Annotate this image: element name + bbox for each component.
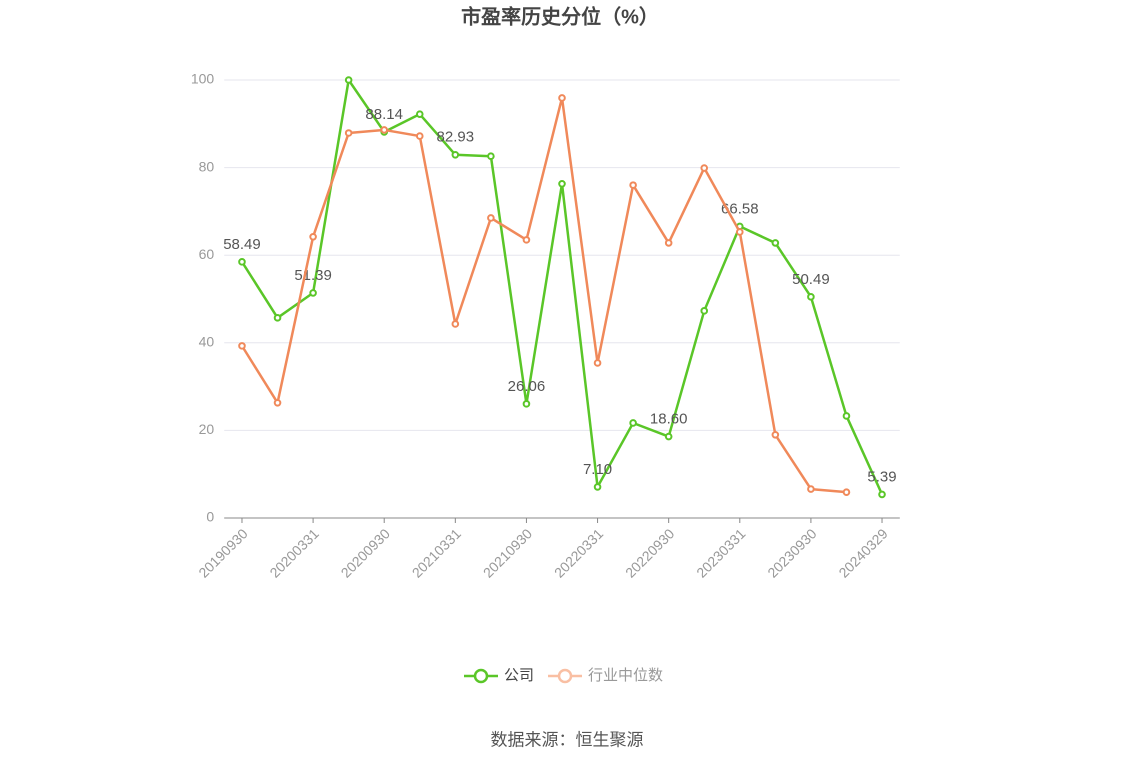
x-tick-label: 20230930 [764,525,820,581]
point [807,485,815,493]
data-label: 51.39 [294,267,332,284]
point [522,236,531,244]
point [273,399,282,407]
data-label: 7.10 [583,461,612,478]
point [878,490,886,499]
point [593,359,602,367]
x-tick-label: 20220331 [551,525,607,581]
data-label: 82.93 [437,129,475,146]
point [487,214,495,222]
data-label: 50.49 [792,271,830,288]
legend-label: 公司 [504,667,534,684]
point [558,180,566,188]
data-label: 5.39 [867,468,896,485]
data-label: 18.60 [650,411,688,428]
legend-marker [557,668,573,684]
x-tick-label: 20200331 [266,525,322,581]
point [309,289,317,297]
point [700,307,709,315]
chart-title: 市盈率历史分位（%） [461,4,659,28]
point [238,258,246,266]
point [664,239,673,247]
x-tick-label: 20210930 [480,525,536,581]
x-tick-label: 20190930 [195,525,251,581]
point [344,129,353,137]
point [842,412,851,420]
legend-marker [473,668,489,684]
series-line [240,78,884,495]
x-tick-label: 20240329 [835,525,891,581]
point [807,293,815,301]
point [558,94,566,102]
point [238,342,246,350]
series-line [240,96,847,494]
y-tick-label: 0 [206,509,214,525]
point [664,432,673,441]
point [415,132,424,140]
y-tick-label: 20 [199,421,215,437]
data-label: 26.06 [508,378,546,395]
point [451,320,460,328]
point [771,430,780,439]
point [344,76,353,84]
point [700,164,709,172]
source: 数据来源：恒生聚源 [491,730,644,749]
point [487,152,495,161]
x-tick-label: 20220930 [622,525,678,581]
point [593,483,602,491]
x-tick-label: 20230331 [693,525,749,581]
point [771,239,780,247]
y-tick-label: 80 [199,158,215,174]
data-label: 58.49 [223,236,261,253]
data-label: 88.14 [365,106,403,123]
point [842,488,851,496]
x-tick-label: 20210331 [409,525,465,581]
point [380,126,389,134]
point [451,150,460,159]
y-tick-label: 40 [199,334,215,350]
point [629,419,637,427]
legend-label: 行业中位数 [588,667,663,684]
y-tick-label: 100 [191,71,215,87]
point [522,400,531,408]
point [309,233,317,241]
point [415,110,424,118]
point [735,228,744,236]
y-tick-label: 60 [199,246,215,262]
x-tick-label: 20200930 [338,525,394,581]
point [273,314,282,322]
point [629,181,637,189]
